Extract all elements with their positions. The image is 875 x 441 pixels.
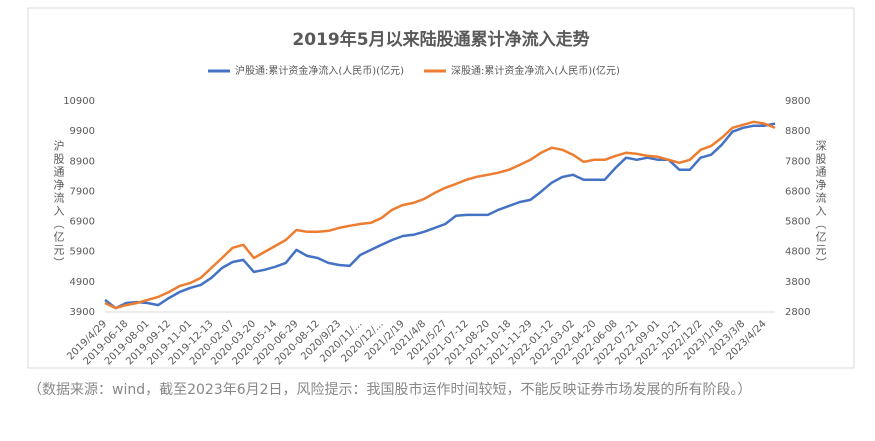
series-line bbox=[104, 120, 776, 310]
y2-tick-label: 9800 bbox=[785, 96, 810, 107]
y-tick-label: 9900 bbox=[70, 126, 95, 137]
y-tick-label: 4900 bbox=[70, 277, 95, 288]
y-tick-label: 3900 bbox=[70, 307, 95, 318]
chart: 2019年5月以来陆股通累计净流入走势 沪股通净流入（亿元） 深股通净流入（亿元… bbox=[27, 7, 855, 369]
y2-tick-label: 7800 bbox=[785, 156, 810, 167]
y2-tick-label: 3800 bbox=[785, 277, 810, 288]
y-tick-label: 7900 bbox=[70, 186, 95, 197]
y-tick-label: 5900 bbox=[70, 247, 95, 258]
y2-tick-label: 4800 bbox=[785, 247, 810, 258]
y-axis-title: 沪股通净流入（亿元） bbox=[52, 139, 65, 270]
y-tick-label: 8900 bbox=[70, 156, 95, 167]
y-tick-label: 6900 bbox=[70, 217, 95, 228]
y2-tick-label: 5800 bbox=[785, 217, 810, 228]
y-tick-label: 10900 bbox=[63, 96, 95, 107]
chart-frame bbox=[27, 7, 855, 369]
series-line bbox=[104, 122, 776, 310]
y2-tick-label: 6800 bbox=[785, 186, 810, 197]
legend-label: 深股通:累计资金净流入(人民币)(亿元) bbox=[451, 64, 620, 77]
y2-tick-label: 8800 bbox=[785, 126, 810, 137]
y2-axis-title: 深股通净流入（亿元） bbox=[814, 140, 827, 270]
caption: （数据来源：wind，截至2023年6月2日，风险提示：我国股市运作时间较短，不… bbox=[28, 382, 752, 398]
y2-tick-label: 2800 bbox=[785, 307, 810, 318]
chart-title: 2019年5月以来陆股通累计净流入走势 bbox=[292, 29, 589, 50]
legend-label: 沪股通:累计资金净流入(人民币)(亿元) bbox=[235, 64, 404, 77]
